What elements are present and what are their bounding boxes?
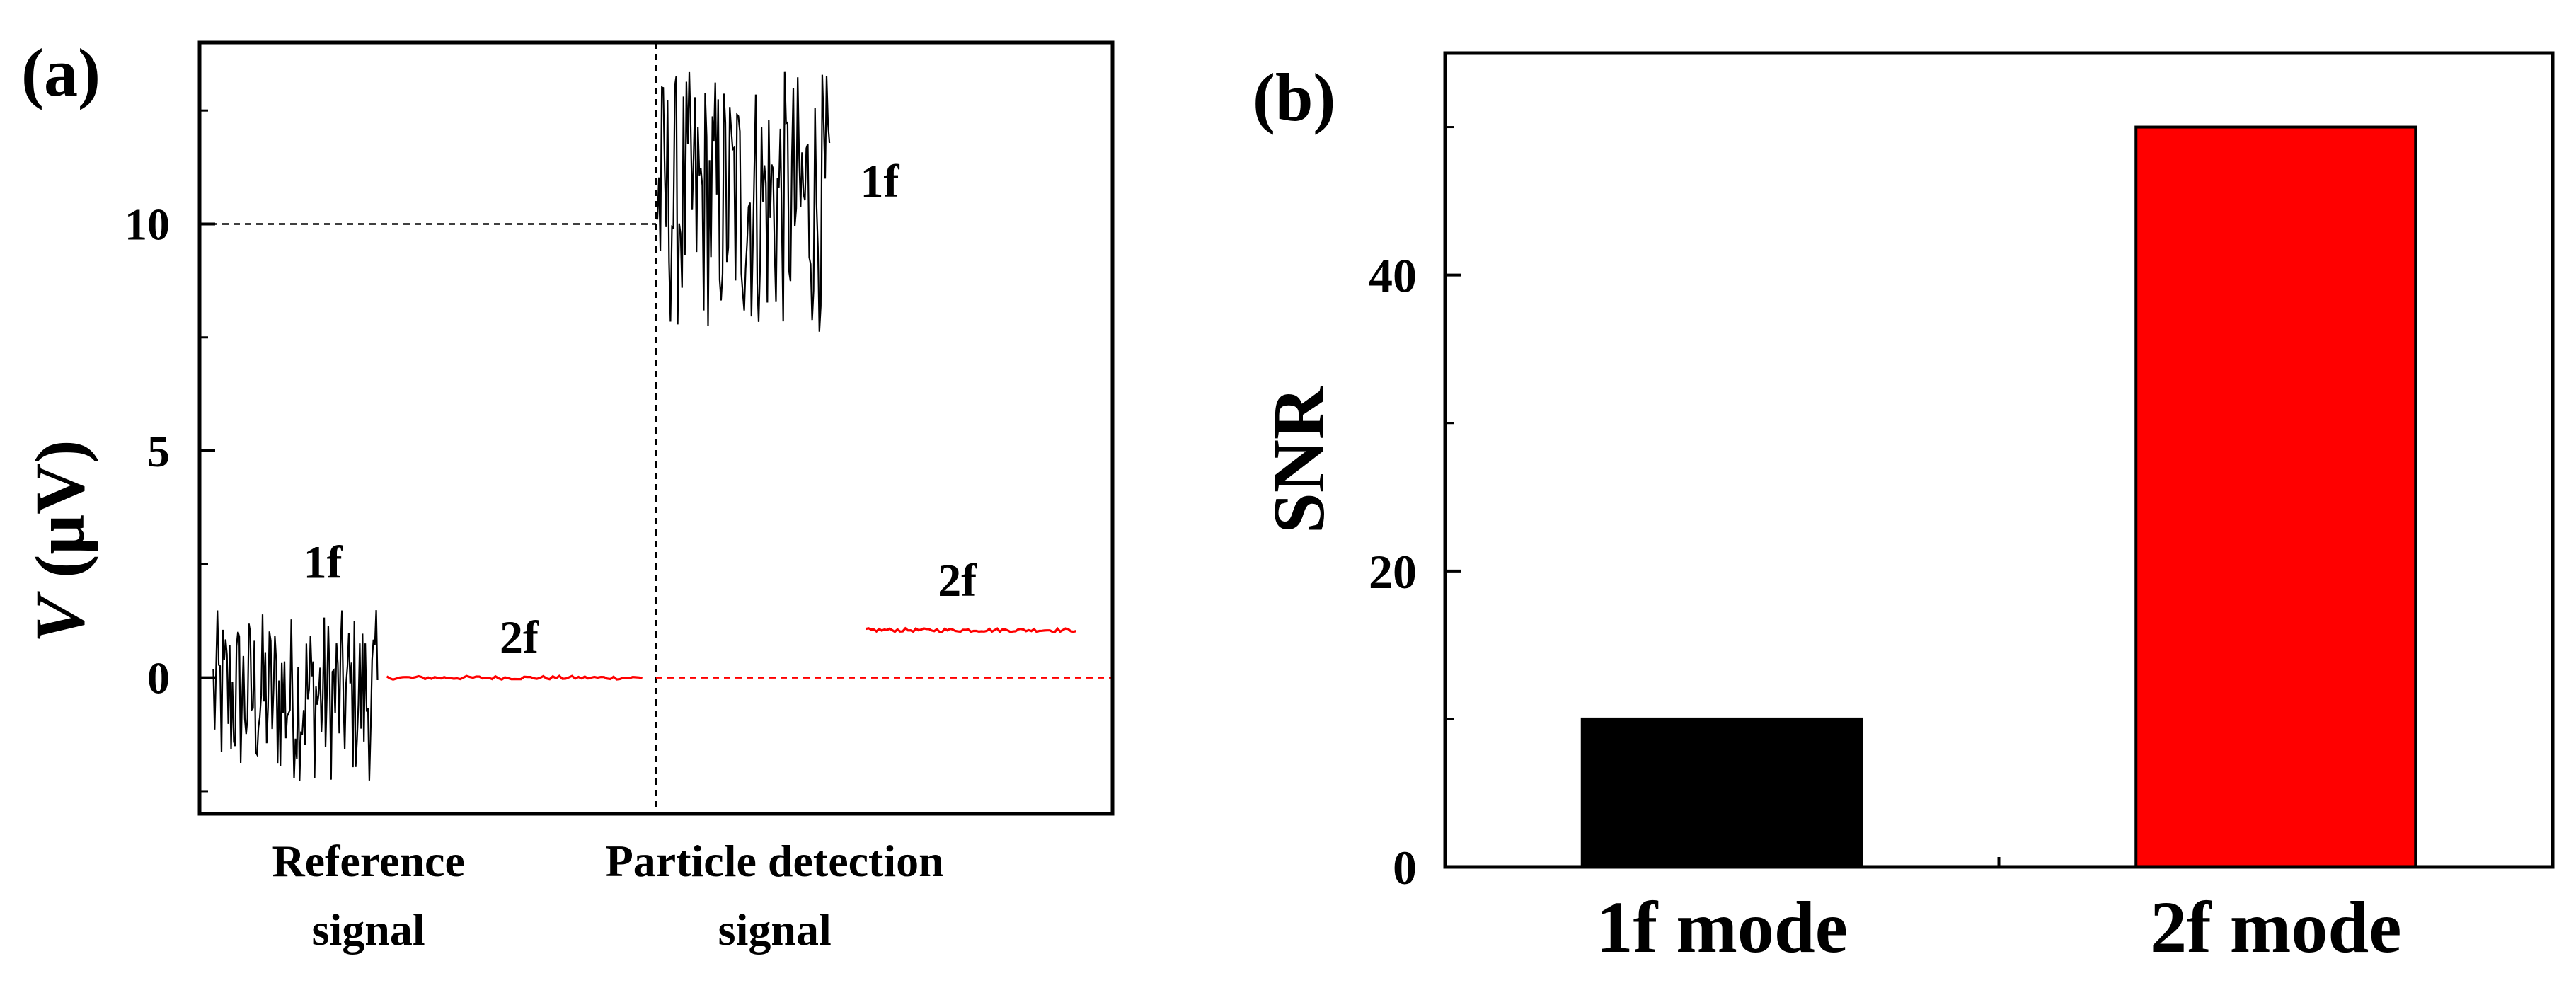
panel-a-line-chart: (a) 0 5 10 1f 2f 1f 2f Reference signal Particl… [21,35,1115,955]
x-tick-label: 2f mode [2150,887,2401,968]
bar-1f-mode [1580,717,1863,869]
y-tick-label: 40 [1369,249,1417,303]
y-tick-label: 10 [125,199,170,249]
panel-b-y-ticks: 0 20 40 [1369,126,2001,895]
y-tick-label: 5 [147,426,170,476]
panel-a-frame [197,40,1115,816]
panel-a-series-group [212,71,1076,781]
x-group-label-line: signal [718,904,832,955]
series-line-2f-1 [386,674,643,682]
y-tick-label: 0 [1393,841,1417,895]
series-annotation-1f: 1f [861,156,900,207]
panel-b-bars [1580,125,2417,869]
panel-b-x-tick-labels: 1f mode 2f mode [1597,887,2402,968]
panel-b-label: (b) [1253,59,1335,135]
series-annotation-1f: 1f [304,537,343,589]
series-annotation-2f: 2f [938,555,977,607]
x-tick-label: 1f mode [1597,887,1848,968]
panel-a-y-ticks: 0 5 10 [125,109,215,793]
panel-b-bar-chart: (b) 0 20 40 1f mode 2f mode SNR [1253,51,2555,968]
x-group-label-line: Particle detection [606,836,944,886]
y-tick-label: 20 [1369,545,1417,599]
x-group-label-line: Reference [272,836,464,886]
bar-2f-mode [2134,125,2417,869]
panel-a-reference-lines [200,42,1112,814]
panel-a-x-group-labels: Reference signal Particle detection signal [272,836,943,955]
series-line-1f-0 [212,610,379,781]
panel-a-label: (a) [21,35,100,110]
panel-b-y-axis-label: SNR [1258,385,1340,534]
series-line-1f-2 [655,71,831,332]
x-group-label-line: signal [312,904,425,955]
panel-a-y-axis-label: V (μV) [21,439,99,643]
y-tick-label: 0 [147,653,170,703]
panel-a-y-axis-symbol: V [21,591,99,643]
series-annotation-2f: 2f [500,611,539,663]
panel-a-annotations: 1f 2f 1f 2f [304,156,978,663]
panel-a-y-axis-unit: (μV) [21,439,99,596]
series-line-2f-3 [866,626,1076,633]
